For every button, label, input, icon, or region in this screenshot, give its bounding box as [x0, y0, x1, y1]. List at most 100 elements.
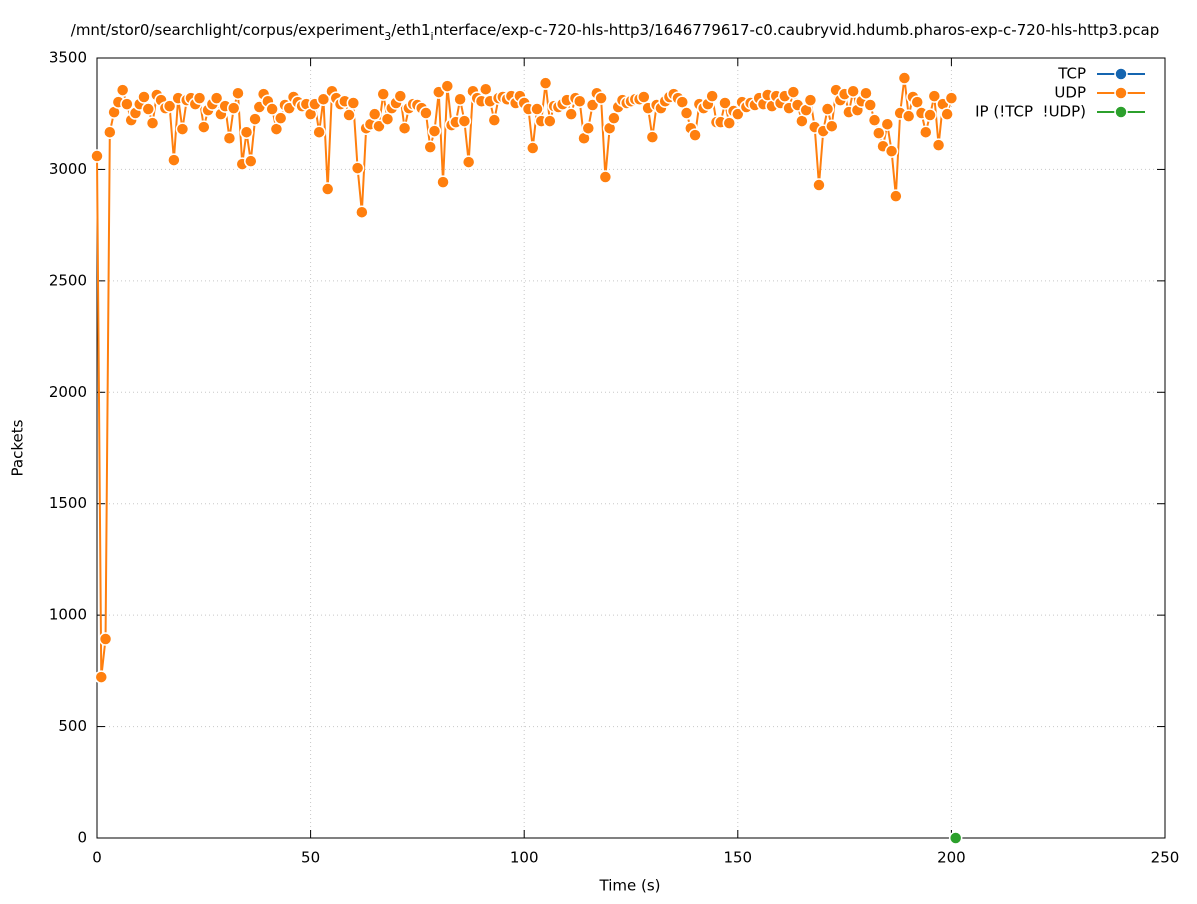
data-point	[141, 102, 156, 116]
data-point	[244, 154, 258, 168]
data-point	[901, 109, 916, 123]
data-point	[645, 130, 660, 144]
series-line	[96, 77, 953, 678]
data-point	[722, 116, 737, 130]
data-point	[265, 102, 279, 116]
data-point	[572, 94, 587, 108]
y-tick-label: 500	[58, 717, 87, 735]
data-point	[825, 119, 839, 133]
data-point	[487, 113, 502, 127]
title-part: 3	[384, 30, 391, 43]
data-point	[731, 107, 745, 121]
x-tick-label: 150	[723, 849, 752, 867]
x-tick-label: 250	[1151, 849, 1180, 867]
data-point	[427, 124, 442, 138]
legend-label: TCP	[1057, 65, 1086, 83]
data-point	[137, 90, 151, 104]
data-point	[607, 111, 621, 125]
title-part: i	[431, 30, 434, 43]
data-point	[889, 189, 903, 203]
y-tick-label: 2500	[49, 271, 87, 289]
y-tick-label: 3000	[49, 160, 87, 178]
data-point	[931, 138, 946, 152]
data-point	[525, 141, 540, 155]
data-point	[162, 99, 177, 113]
data-point	[897, 71, 912, 85]
data-point	[564, 107, 578, 121]
data-point	[316, 92, 331, 106]
data-point	[863, 98, 877, 112]
data-point	[419, 106, 433, 120]
data-point	[423, 140, 437, 154]
data-point	[598, 170, 613, 184]
data-point	[940, 107, 954, 121]
y-tick-label: 2000	[49, 383, 87, 401]
data-point	[440, 79, 455, 93]
data-point	[342, 108, 356, 122]
data-point	[94, 670, 109, 684]
data-point	[145, 116, 160, 130]
x-tick-label: 200	[937, 849, 966, 867]
data-point	[346, 96, 361, 110]
data-point	[812, 178, 826, 192]
data-point	[585, 98, 600, 112]
x-tick-label: 0	[92, 849, 102, 867]
y-tick-label: 0	[77, 829, 87, 847]
y-tick-label: 1000	[49, 606, 87, 624]
data-point	[372, 119, 386, 133]
data-point	[594, 91, 608, 105]
data-point	[312, 125, 326, 139]
data-point	[397, 121, 412, 135]
data-point	[226, 101, 241, 115]
data-point	[884, 144, 899, 158]
data-point	[820, 102, 835, 116]
data-point	[786, 85, 801, 99]
data-point	[581, 121, 596, 135]
data-point	[231, 86, 245, 100]
data-point	[248, 112, 262, 126]
title-part: /mnt/stor0/searchlight/corpus/experiment	[71, 21, 385, 39]
data-point	[637, 90, 651, 104]
data-point	[705, 89, 719, 103]
data-point	[175, 122, 190, 136]
y-tick-label: 3500	[49, 49, 87, 67]
data-point	[209, 91, 224, 105]
data-point	[90, 149, 104, 163]
legend-marker	[1114, 67, 1128, 81]
data-point	[944, 91, 959, 105]
data-point	[688, 128, 702, 142]
title-part: /eth1	[391, 21, 430, 39]
legend-marker	[1114, 105, 1128, 119]
data-point	[376, 87, 390, 101]
data-point	[948, 831, 963, 845]
data-point	[273, 111, 288, 125]
data-point	[355, 205, 369, 219]
x-axis-label: Time (s)	[599, 877, 661, 895]
data-point	[867, 113, 882, 127]
data-point	[923, 108, 937, 122]
chart-title: /mnt/stor0/searchlight/corpus/experiment…	[71, 21, 1159, 43]
data-point	[859, 86, 873, 100]
data-point	[461, 155, 476, 169]
legend-label: UDP	[1054, 84, 1086, 102]
data-point	[453, 92, 467, 106]
y-tick-label: 1500	[49, 494, 87, 512]
data-point	[393, 89, 408, 103]
data-point	[679, 106, 694, 120]
x-tick-label: 100	[510, 849, 539, 867]
title-part: nterface/exp-c-720-hls-http3/1646779617-…	[434, 21, 1160, 39]
data-point	[239, 125, 254, 139]
data-point	[530, 102, 544, 116]
y-axis-label: Packets	[9, 419, 27, 476]
x-tick-label: 50	[301, 849, 320, 867]
plot-frame	[96, 57, 1166, 839]
data-point	[479, 82, 493, 96]
data-point	[457, 114, 472, 128]
data-point	[192, 91, 207, 105]
data-point	[927, 89, 942, 103]
legend-marker	[1114, 86, 1128, 100]
data-point	[919, 125, 933, 139]
data-point	[538, 76, 553, 90]
data-point	[543, 114, 557, 128]
